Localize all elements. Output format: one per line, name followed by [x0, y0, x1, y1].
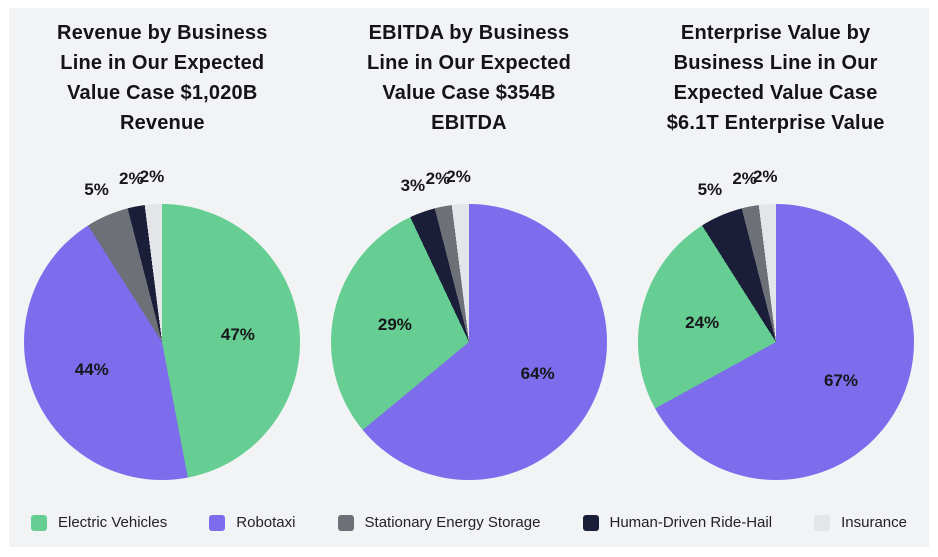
legend-swatch: [31, 514, 47, 531]
charts-panel: Revenue by Business Line in Our Expected…: [9, 8, 929, 547]
legend-item-human-driven-ride-hail: Human-Driven Ride-Hail: [582, 514, 773, 531]
chart-title-ebitda: EBITDA by Business Line in Our Expected …: [366, 22, 571, 134]
legend-item-robotaxi: Robotaxi: [209, 514, 295, 531]
legend-item-electric-vehicles: Electric Vehicles: [31, 514, 167, 531]
slice-value-label: 3%: [400, 176, 426, 196]
slice-value-label: 5%: [84, 180, 109, 200]
chart-enterprise-value: Enterprise Value by Business Line in Our…: [622, 8, 929, 480]
slice-value-label: 5%: [697, 180, 723, 200]
slice-value-label: 2%: [752, 166, 778, 186]
pie-chart-ebitda: [330, 204, 607, 480]
chart-ebitda: EBITDA by Business Line in Our Expected …: [316, 8, 623, 480]
slice-value-label: 2%: [425, 169, 451, 189]
chart-title-revenue: Revenue by Business Line in Our Expected…: [57, 22, 268, 134]
legend-label: Electric Vehicles: [58, 514, 168, 531]
legend-swatch: [209, 514, 226, 531]
pie-wrap-ebitda: 64% 29% 3% 2% 2%: [330, 167, 607, 480]
pie-chart-enterprise-value: [637, 204, 914, 480]
slice-value-label: 44%: [74, 359, 109, 379]
legend-label: Robotaxi: [236, 514, 296, 531]
legend-label: Insurance: [841, 514, 907, 531]
pie-wrap-enterprise-value: 67% 24% 5% 2% 2%: [637, 167, 914, 480]
slice-value-label: 2%: [446, 166, 471, 186]
slice-value-label: 29%: [377, 315, 412, 335]
slice-value-label: 2%: [732, 169, 757, 189]
legend-swatch: [337, 514, 354, 531]
chart-revenue: Revenue by Business Line in Our Expected…: [9, 8, 316, 480]
slice-value-label: 47%: [220, 324, 255, 344]
slice-value-label: 24%: [685, 313, 720, 333]
legend-swatch: [814, 514, 831, 531]
legend-label: Human-Driven Ride-Hail: [609, 514, 773, 531]
slice-value-label: 2%: [139, 166, 165, 186]
legend-item-stationary-energy-storage: Stationary Energy Storage: [337, 514, 541, 531]
legend-label: Stationary Energy Storage: [364, 514, 541, 531]
pie-wrap-revenue: 47% 44% 5% 2% 2%: [24, 167, 301, 480]
slice-value-label: 2%: [119, 169, 144, 189]
pie-chart-revenue: [24, 204, 301, 480]
legend-swatch: [582, 514, 599, 531]
chart-title-enterprise-value: Enterprise Value by Business Line in Our…: [666, 22, 885, 134]
slice-value-label: 64%: [520, 364, 555, 384]
legend: Electric Vehicles Robotaxi Stationary Ener…: [31, 514, 907, 531]
legend-item-insurance: Insurance: [814, 514, 907, 531]
charts-row: Revenue by Business Line in Our Expected…: [9, 8, 929, 480]
slice-value-label: 67%: [823, 370, 858, 390]
